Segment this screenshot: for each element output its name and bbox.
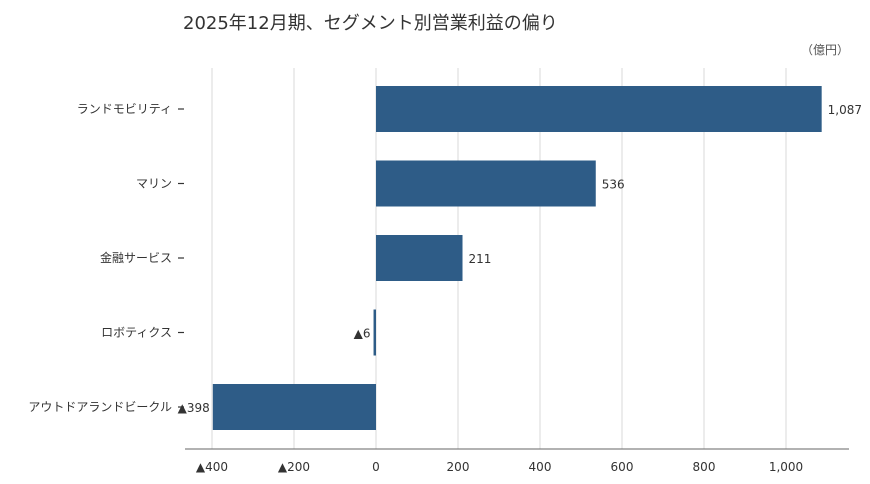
chart-title: 2025年12月期、セグメント別営業利益の偏り [183,13,558,34]
bar [376,160,596,207]
x-tick-label: 800 [693,460,716,474]
bar [376,235,463,281]
data-label: 1,087 [828,103,862,117]
category-label: ロボティクス [101,326,172,340]
category-label: 金融サービス [100,250,172,265]
x-tick-label: 400 [529,460,552,474]
bar [373,309,376,356]
bar [212,384,376,430]
category-label: ランドモビリティ [77,102,172,116]
x-tick-label: 200 [447,460,470,474]
x-tick-label: 600 [611,460,634,474]
x-tick-label: 0 [372,460,380,474]
unit-label: （億円） [801,43,849,57]
data-label: ▲6 [354,327,371,341]
x-tick-label: ▲400 [196,460,228,474]
x-tick-label: 1,000 [769,460,803,474]
data-label: 211 [469,252,492,266]
data-label: 536 [602,178,625,192]
x-tick-labels: ▲400 ▲200 0 200 400 600 800 1,000 [196,460,803,474]
category-label: アウトドアランドビークル [28,400,172,414]
bars [212,86,822,430]
bar [376,86,822,132]
data-labels: 1,087 536 211 ▲6 ▲398 [178,103,862,415]
x-tick-label: ▲200 [278,460,310,474]
data-label: ▲398 [178,401,210,415]
category-label: マリン [136,177,172,191]
